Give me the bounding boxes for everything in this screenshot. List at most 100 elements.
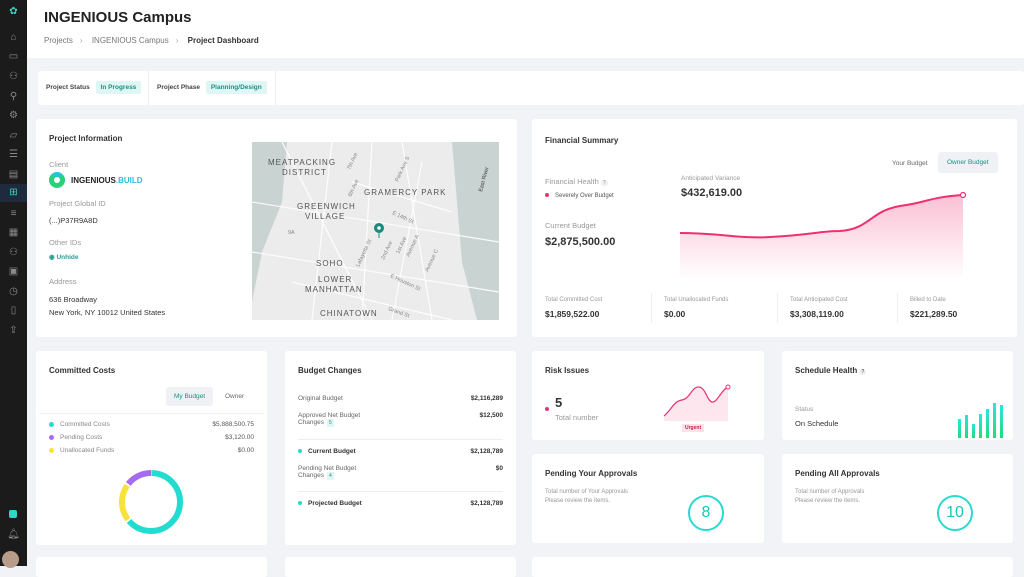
stat-value: $221,289.50: [910, 309, 958, 319]
status-bar: Project Status In Progress Project Phase…: [38, 71, 1024, 105]
calendar-icon[interactable]: ▣: [8, 266, 19, 277]
card-title: Pending Your Approvals: [545, 469, 638, 478]
urgent-tag: Urgent: [682, 424, 705, 432]
financial-stat: Total Anticipated Cost $3,308,119.00: [790, 297, 848, 319]
row-label: Pending Net Budget: [298, 465, 357, 472]
card-partial: [36, 557, 267, 577]
document-icon[interactable]: ▤: [8, 169, 19, 180]
table-icon[interactable]: ▦: [8, 227, 19, 238]
owner-budget-tab[interactable]: Owner Budget: [938, 152, 998, 173]
legend-label: Pending Costs: [60, 434, 103, 441]
status-dot: [545, 193, 549, 198]
phase-badge: Planning/Design: [205, 81, 267, 94]
page-title: INGENIOUS Campus: [44, 9, 192, 26]
help-icon[interactable]: ?: [600, 180, 608, 186]
breadcrumb-projects[interactable]: Projects: [44, 36, 73, 45]
row-label: Approved Net Budget: [298, 412, 361, 419]
row-value: $0: [495, 465, 503, 472]
status-badge: In Progress: [95, 81, 142, 94]
dashboard-icon[interactable]: ⊞: [0, 184, 27, 202]
logo-icon[interactable]: ✿: [9, 6, 18, 17]
current-budget-value: $2,875,500.00: [545, 236, 616, 248]
settings-icon[interactable]: ⚙: [9, 110, 18, 121]
checklist-icon[interactable]: ≡: [10, 208, 17, 219]
unhide-button[interactable]: ◉ Unhide: [49, 253, 79, 261]
schedule-bar: [993, 403, 996, 438]
sidebar: ✿ ⌂ ▭ ⚇ ⚲ ⚙ ▱ ☰ ▤ ⊞ ≡ ▦ ⚇ ▣ ◷ ▯ ⇪ 🔔︎: [0, 0, 27, 568]
chat-icon[interactable]: [9, 510, 17, 518]
schedule-bar: [958, 419, 961, 438]
map-label: LOWER: [318, 275, 352, 284]
map[interactable]: MEATPACKING DISTRICT GRAMERCY PARK GREEN…: [252, 142, 499, 320]
legend-dot: [49, 421, 54, 427]
approvals-count[interactable]: 10: [937, 495, 973, 531]
variance-value: $432,619.00: [681, 187, 743, 199]
map-pin-icon[interactable]: [374, 223, 384, 238]
row-label: Projected Budget: [308, 500, 362, 507]
card-title: Risk Issues: [545, 366, 590, 375]
your-budget-tab[interactable]: Your Budget: [892, 160, 928, 167]
project-information-card: Project Information Client INGENIOUS.BUI…: [36, 119, 517, 337]
legend-item: Committed Costs $5,888,500.75: [49, 421, 254, 428]
financial-stat: Billed to Date $221,289.50: [910, 297, 957, 319]
help-icon[interactable]: ?: [859, 369, 867, 375]
bell-icon[interactable]: 🔔︎: [7, 529, 20, 540]
breadcrumb-campus[interactable]: INGENIOUS Campus: [91, 36, 169, 45]
variance-area: [680, 195, 963, 279]
description: Please review the items.: [545, 498, 611, 504]
stat-label: Total Anticipated Cost: [790, 297, 848, 303]
budget-changes-card: Budget Changes Original Budget $2,116,289…: [285, 351, 516, 545]
stat-label: Billed to Date: [910, 297, 946, 303]
count-badge: 5: [327, 419, 334, 427]
pending-your-approvals-card: Pending Your Approvals Total number of Y…: [532, 454, 764, 543]
card-title: Schedule Health: [795, 366, 858, 375]
row-value: $2,128,789: [470, 448, 503, 455]
row-label: Changes: [298, 472, 325, 479]
map-label: MANHATTAN: [305, 285, 363, 294]
breadcrumb: Projects › INGENIOUS Campus › Project Dash…: [44, 36, 259, 45]
map-label: CHINATOWN: [320, 309, 378, 318]
folder-icon[interactable]: ▱: [9, 130, 18, 141]
legend-item: Unallocated Funds $0.00: [49, 447, 254, 454]
home-icon[interactable]: ⌂: [10, 32, 17, 43]
stat-value: $3,308,119.00: [790, 309, 844, 319]
map-label: 9A: [288, 230, 295, 236]
status-dot: [298, 449, 302, 454]
stat-value: $0.00: [664, 309, 686, 319]
variance-chart: [680, 191, 967, 279]
user-add-icon[interactable]: ⚲: [9, 91, 18, 102]
approvals-count[interactable]: 8: [688, 495, 724, 531]
description: Total number of Your Approvals: [545, 489, 629, 495]
schedule-health-card: Schedule Health ? Status On Schedule: [782, 351, 1013, 440]
donut-segment: [119, 470, 183, 534]
users-icon[interactable]: ⚇: [9, 71, 18, 82]
legend-dot: [49, 447, 54, 453]
upload-icon[interactable]: ⇪: [9, 325, 18, 336]
unhide-label: Unhide: [56, 254, 79, 261]
status-dot: [298, 501, 302, 506]
team-icon[interactable]: ⚇: [9, 247, 18, 258]
owner-tab[interactable]: Owner: [225, 393, 245, 400]
financial-summary-card: Financial Summary Your Budget Owner Budg…: [532, 119, 1017, 337]
address-label: Address: [49, 277, 77, 286]
legend-label: Committed Costs: [60, 421, 110, 428]
schedule-bar: [986, 409, 989, 438]
legend-dot: [49, 434, 54, 440]
schedule-bar: [965, 415, 968, 438]
breadcrumb-current: Project Dashboard: [187, 36, 259, 45]
mouse-icon[interactable]: ▯: [10, 305, 17, 316]
phase-label: Project Phase: [157, 84, 200, 91]
card-title: Project Information: [49, 134, 123, 143]
risk-issues-card: Risk Issues 5 Total number Urgent: [532, 351, 764, 440]
count-badge: 4: [327, 472, 334, 480]
card-title: Budget Changes: [298, 366, 362, 375]
inbox-icon[interactable]: ▭: [8, 51, 19, 62]
my-budget-tab[interactable]: My Budget: [166, 387, 214, 406]
card-title: Financial Summary: [545, 136, 619, 145]
list-icon[interactable]: ☰: [9, 149, 18, 160]
avatar[interactable]: [2, 551, 19, 568]
description: Total number of Approvals: [795, 489, 865, 495]
clock-icon[interactable]: ◷: [9, 286, 18, 297]
risk-count: 5: [555, 395, 563, 410]
map-label: MEATPACKING: [268, 158, 336, 167]
